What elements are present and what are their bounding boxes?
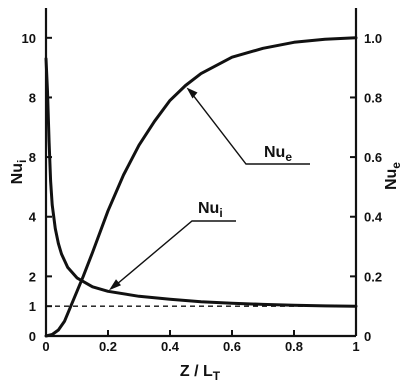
x-tick-label: 0.2 [99, 339, 117, 354]
y-left-tick-label: 8 [29, 90, 36, 105]
nue-annotation-label: Nue [264, 144, 292, 164]
y-left-tick-label: 8 [29, 150, 36, 165]
y-left-axis-title: Nui [9, 160, 29, 185]
y-left-tick-label: 0 [29, 329, 36, 344]
x-tick-label: 0.6 [223, 339, 241, 354]
nue-leader-line [188, 90, 310, 165]
annotations: Nue Nui [109, 87, 310, 291]
y-left-tick-label: 2 [29, 269, 36, 284]
series-layer [44, 36, 358, 338]
y-right-tick-label: 1.0 [364, 31, 382, 46]
y-right-axis-title: Nue [383, 162, 403, 190]
nue-arrowhead [186, 87, 198, 99]
y-right-tick-label: 0 [364, 329, 371, 344]
series-line-nu-e [44, 36, 358, 338]
nui-annotation-label: Nui [198, 200, 223, 220]
x-tick-label: 0.4 [161, 339, 180, 354]
series-line-nu-i [44, 57, 358, 308]
x-tick-label: 0.8 [285, 339, 303, 354]
y-left-tick-label: 1 [29, 299, 36, 314]
nui-arrowhead [109, 279, 121, 291]
y-right-tick-label: 0.2 [364, 269, 382, 284]
y-left-tick-label: 10 [22, 31, 36, 46]
y-right-tick-label: 0.8 [364, 90, 382, 105]
y-right-tick-label: 0.4 [364, 210, 383, 225]
axis-titles: Z / LT Nui Nue [9, 160, 403, 383]
x-axis-title: Z / LT [180, 363, 221, 383]
x-tick-label: 1 [352, 339, 359, 354]
x-tick-label: 0 [42, 339, 49, 354]
y-right-tick-label: 0.6 [364, 150, 382, 165]
nui-leader-line [111, 220, 236, 289]
y-left-tick-label: 4 [29, 210, 37, 225]
